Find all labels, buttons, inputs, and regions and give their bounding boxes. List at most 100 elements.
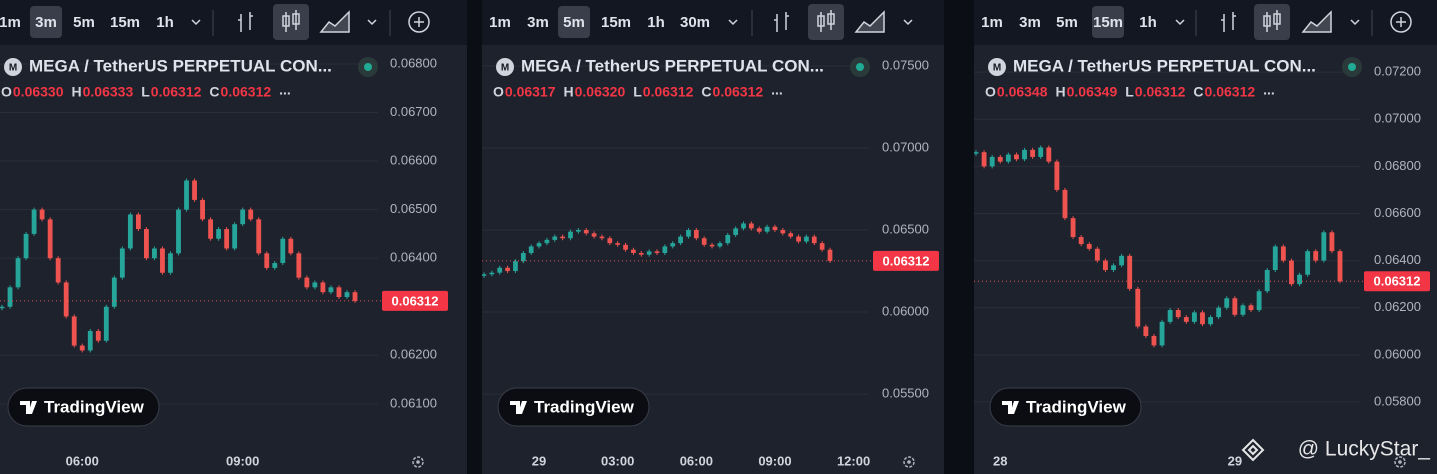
- brand-name: TradingView: [534, 397, 635, 416]
- candle: [1329, 232, 1335, 252]
- interval-button[interactable]: 1m: [489, 14, 511, 31]
- candle: [1321, 232, 1327, 261]
- brand-badge: [7, 387, 160, 427]
- candle: [176, 209, 181, 254]
- candle: [47, 219, 53, 259]
- interval-button[interactable]: 3m: [527, 14, 549, 31]
- interval-button[interactable]: 1h: [1139, 14, 1157, 31]
- candle: [1272, 246, 1278, 270]
- ohlc-key: L: [1125, 84, 1134, 100]
- candle: [288, 238, 294, 254]
- y-tick-label: 0.06200: [1374, 299, 1421, 314]
- candle: [79, 345, 85, 351]
- candle: [312, 282, 318, 288]
- dropdown[interactable]: [728, 19, 738, 26]
- candle: [741, 223, 746, 229]
- settings-icon[interactable]: [412, 456, 424, 468]
- dropdown[interactable]: [191, 19, 201, 26]
- candle: [256, 219, 262, 254]
- symbol-logo: [496, 58, 514, 76]
- add-icon[interactable]: [1390, 11, 1412, 33]
- candle: [583, 230, 589, 234]
- candle: [1264, 270, 1270, 292]
- y-tick-label: 0.06000: [882, 303, 929, 318]
- candle: [997, 156, 1003, 162]
- ohlc-key: H: [564, 84, 574, 100]
- interval-button[interactable]: 5m: [73, 14, 95, 31]
- candle: [1119, 255, 1125, 266]
- interval-button[interactable]: 1m: [0, 14, 21, 31]
- y-tick-label: 0.06500: [882, 221, 929, 236]
- y-tick-label: 0.06400: [1374, 252, 1421, 267]
- candle: [623, 244, 628, 250]
- candle: [39, 209, 45, 220]
- symbol-logo-letter: M: [993, 63, 1001, 74]
- candle: [662, 246, 668, 253]
- ohlc-key: C: [1193, 84, 1203, 100]
- candles-active-bg: [1254, 4, 1290, 40]
- candle: [686, 230, 691, 237]
- candle: [497, 267, 503, 273]
- dropdown[interactable]: [367, 19, 377, 26]
- interval-button[interactable]: 5m: [563, 14, 585, 31]
- add-icon[interactable]: [408, 11, 430, 33]
- candle: [184, 180, 189, 210]
- toolbar: [974, 0, 1437, 45]
- bars-icon[interactable]: [774, 12, 789, 32]
- candle: [536, 243, 542, 247]
- interval-button[interactable]: 1h: [156, 14, 174, 31]
- brand-badge: [497, 387, 650, 427]
- area-icon[interactable]: [854, 10, 885, 33]
- candle: [63, 282, 69, 317]
- interval-button[interactable]: 3m: [1019, 14, 1041, 31]
- interval-button[interactable]: 15m: [601, 14, 631, 31]
- interval-button[interactable]: 15m: [1093, 14, 1123, 31]
- candle: [1022, 149, 1027, 160]
- settings-icon[interactable]: [1394, 456, 1406, 468]
- settings-icon[interactable]: [903, 456, 915, 468]
- ohlc-key: O: [493, 84, 504, 100]
- candle: [352, 292, 358, 301]
- interval-button[interactable]: 3m: [35, 14, 57, 31]
- candle: [1086, 244, 1092, 249]
- candles-icon[interactable]: [282, 10, 300, 32]
- candle: [819, 243, 825, 250]
- candle: [1289, 260, 1294, 285]
- candle: [1038, 147, 1044, 157]
- candles-icon[interactable]: [817, 10, 835, 32]
- brand-name: TradingView: [1026, 397, 1127, 416]
- dropdown[interactable]: [1175, 19, 1185, 26]
- candle: [693, 230, 699, 239]
- candle: [576, 230, 581, 232]
- y-tick-label: 0.06400: [390, 250, 437, 265]
- interval-button[interactable]: 1h: [647, 14, 665, 31]
- candle: [1240, 305, 1246, 315]
- dropdown[interactable]: [903, 19, 913, 26]
- interval-button[interactable]: 5m: [1056, 14, 1078, 31]
- interval-button[interactable]: 1m: [981, 14, 1003, 31]
- bars-icon[interactable]: [1221, 12, 1236, 32]
- ohlc-more: ...: [279, 82, 291, 98]
- candle: [103, 306, 109, 341]
- dropdown[interactable]: [1350, 19, 1360, 26]
- ohlc-more: ...: [1263, 82, 1275, 98]
- candle: [23, 233, 29, 259]
- interval-button[interactable]: 15m: [110, 14, 140, 31]
- candle: [631, 249, 636, 253]
- last-price-label: 0.06312: [1374, 274, 1421, 289]
- candle: [1151, 335, 1157, 346]
- candle: [1167, 310, 1173, 322]
- candle: [320, 282, 326, 293]
- interval-button[interactable]: 30m: [680, 14, 710, 31]
- candle: [552, 236, 558, 240]
- bars-icon[interactable]: [238, 12, 253, 32]
- ohlc-value: 0.06349: [1067, 84, 1118, 100]
- ohlc-value: 0.06317: [505, 84, 556, 100]
- candle: [482, 274, 487, 276]
- area-icon[interactable]: [319, 10, 350, 33]
- candle: [670, 243, 676, 247]
- candle: [804, 236, 809, 242]
- candles-icon[interactable]: [1263, 10, 1281, 32]
- area-icon[interactable]: [1301, 10, 1332, 33]
- candle: [248, 209, 254, 220]
